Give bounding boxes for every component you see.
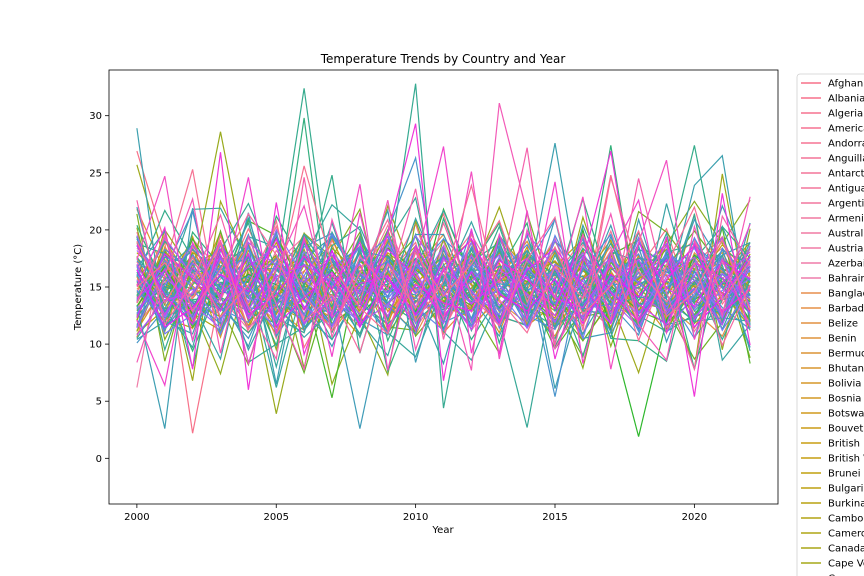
legend-label-23: Bouvet Island (828, 424, 864, 435)
legend-label-12: Azerbaijan (828, 259, 864, 270)
x-tick-label-1: 2005 (264, 512, 289, 523)
legend-label-20: Bolivia (828, 379, 861, 390)
chart-title: Temperature Trends by Country and Year (320, 52, 566, 66)
x-tick-label-2: 2010 (403, 512, 428, 523)
y-axis-label: Temperature (°C) (73, 244, 84, 331)
series-lines (136, 83, 751, 437)
legend-label-15: Barbados (828, 304, 864, 315)
y-tick-label-0: 0 (96, 454, 102, 465)
legend-frame (796, 73, 864, 576)
legend-label-31: Canada (828, 544, 864, 555)
legend-label-33: Cayman Islands (828, 574, 864, 576)
legend-label-32: Cape Verde (828, 559, 864, 570)
legend-label-22: Botswana (828, 409, 864, 420)
y-tick-label-4: 20 (89, 225, 102, 236)
x-axis-label: Year (431, 525, 454, 536)
legend: Afghanistan Albania Algeria American Samoa A… (796, 73, 864, 576)
legend-label-1: Albania (828, 94, 864, 105)
series-line-89 (136, 146, 751, 388)
legend-label-5: Anguilla (828, 154, 864, 165)
legend-label-28: Burkina Faso (828, 499, 864, 510)
legend-label-6: Antarctica (828, 169, 864, 180)
series-line-82 (136, 231, 751, 336)
series-line-84 (136, 253, 751, 332)
legend-label-21: Bosnia and Herzegovina (828, 394, 864, 405)
legend-label-9: Armenia (828, 214, 864, 225)
y-axis-ticks: 0 5 10 15 20 25 30 (89, 111, 109, 465)
series-line-88 (136, 123, 751, 397)
series-line-87 (136, 232, 751, 329)
x-axis-ticks: 2000 2005 2010 2015 2020 (124, 504, 707, 523)
series-line-62 (136, 206, 751, 363)
x-tick-label-3: 2015 (542, 512, 567, 523)
series-line-92 (136, 147, 751, 372)
legend-label-29: Cambodia (828, 514, 864, 525)
legend-label-26: Brunei Darussalam (828, 469, 864, 480)
x-tick-label-0: 2000 (124, 512, 149, 523)
legend-label-7: Antigua and Barbuda (828, 184, 864, 195)
legend-label-18: Bermuda (828, 349, 864, 360)
legend-label-10: Australia (828, 229, 864, 240)
legend-label-30: Cameroon (828, 529, 864, 540)
legend-label-11: Austria (828, 244, 863, 255)
series-line-95 (136, 165, 751, 335)
legend-label-8: Argentina (828, 199, 864, 210)
legend-label-25: British Virgin Islands (828, 454, 864, 465)
legend-label-13: Bahrain (828, 274, 864, 285)
legend-label-4: Andorra (828, 139, 864, 150)
legend-label-24: British Indian Ocean Territory (828, 439, 864, 450)
legend-label-27: Bulgaria (828, 484, 864, 495)
y-tick-label-5: 25 (89, 168, 102, 179)
legend-label-16: Belize (828, 319, 858, 330)
legend-label-19: Bhutan (828, 364, 864, 375)
legend-label-14: Bangladesh (828, 289, 864, 300)
series-line-71 (136, 235, 751, 340)
series-line-93 (136, 177, 751, 354)
legend-label-3: American Samoa (828, 124, 864, 135)
y-tick-label-3: 15 (89, 283, 102, 294)
series-line-55 (136, 209, 751, 357)
y-tick-label-6: 30 (89, 111, 102, 122)
series-line-94 (136, 183, 751, 343)
legend-label-17: Benin (828, 334, 856, 345)
x-tick-label-4: 2020 (682, 512, 707, 523)
series-line-86 (136, 237, 751, 329)
legend-label-2: Algeria (828, 109, 863, 120)
y-tick-label-1: 5 (96, 397, 102, 408)
legend-label-0: Afghanistan (828, 79, 864, 90)
y-tick-label-2: 10 (89, 340, 102, 351)
